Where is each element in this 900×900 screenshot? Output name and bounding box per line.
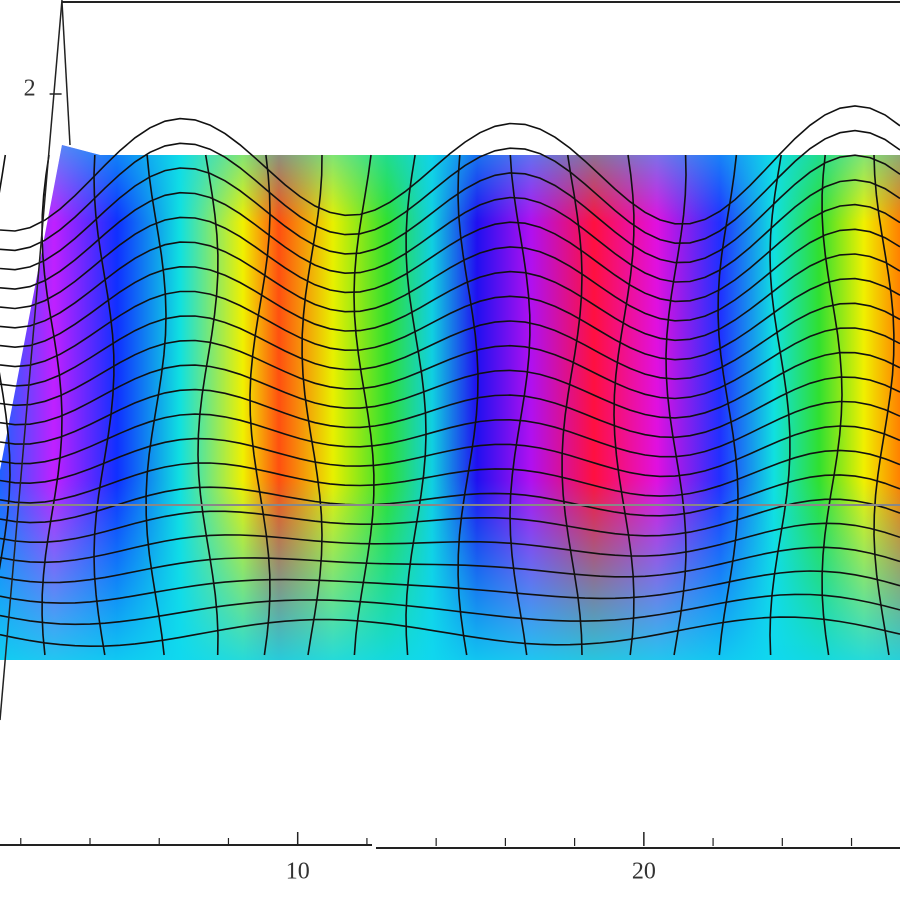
- mesh-line: [0, 129, 900, 252]
- x-tick-label: 20: [632, 859, 656, 885]
- mesh-line: [0, 179, 900, 290]
- surface: [0, 105, 900, 660]
- mesh-line: [0, 203, 900, 310]
- mesh-line: [769, 154, 791, 656]
- mesh-line: [509, 154, 531, 656]
- mesh-line: [93, 154, 115, 656]
- mesh-line: [0, 351, 900, 426]
- mesh-line: [717, 154, 739, 656]
- mesh-line: [0, 498, 900, 543]
- mesh-line: [405, 154, 427, 656]
- mesh-line: [0, 474, 900, 524]
- mesh-line: [0, 253, 900, 349]
- mesh-line: [249, 154, 271, 656]
- mesh-line: [873, 154, 895, 656]
- mesh-line: [0, 522, 900, 564]
- mesh-line: [0, 277, 900, 368]
- mesh-line: [0, 570, 900, 604]
- mesh-line: [0, 546, 900, 584]
- mesh-line: [145, 154, 167, 656]
- frame-line: [61, 1, 71, 146]
- mesh-line: [0, 425, 900, 485]
- z-tick-label: 2: [24, 76, 36, 102]
- mesh-line: [353, 154, 375, 656]
- mesh-line: [0, 376, 900, 445]
- mesh-line: [197, 154, 219, 656]
- x-axis: 10 20: [0, 832, 900, 885]
- mesh-line: [0, 449, 900, 504]
- z-axis: [0, 0, 63, 721]
- mesh-line: [561, 154, 583, 656]
- mesh-line: [0, 154, 11, 571]
- mesh-line: [0, 616, 900, 648]
- mesh-line: [0, 228, 900, 329]
- mesh-line: [0, 105, 900, 232]
- mesh: [0, 105, 900, 656]
- mesh-line: [0, 302, 900, 387]
- mesh-line: [0, 154, 900, 271]
- mesh-line: [301, 154, 323, 656]
- mesh-line: [0, 327, 900, 407]
- mesh-line: [0, 593, 900, 626]
- mesh-line: [0, 400, 900, 465]
- x-tick-label: 10: [286, 859, 310, 885]
- mesh-line: [613, 154, 635, 656]
